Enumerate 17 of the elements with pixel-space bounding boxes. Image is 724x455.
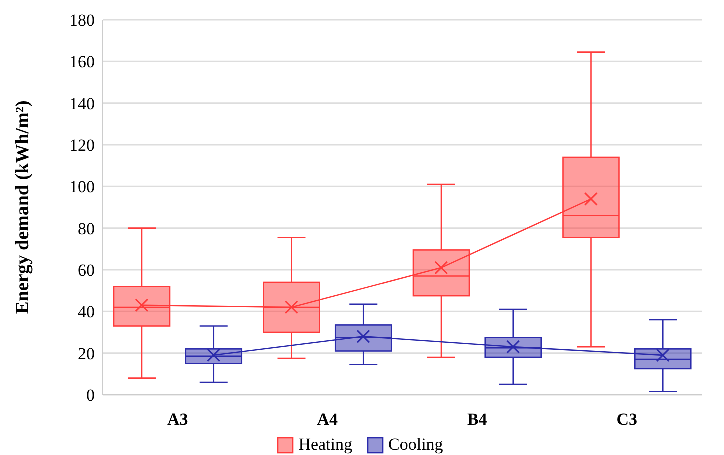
y-tick-label: 40 xyxy=(78,302,95,322)
legend-label: Cooling xyxy=(388,435,444,455)
legend-label: Heating xyxy=(298,435,353,455)
y-axis-title: Energy demand (kWh/m²) xyxy=(12,100,34,314)
y-tick-label: 100 xyxy=(70,178,95,197)
y-tick-label: 0 xyxy=(86,386,95,406)
y-tick-label: 20 xyxy=(78,344,95,364)
x-tick-label: A3 xyxy=(167,410,188,430)
x-tick-label: A4 xyxy=(317,410,339,430)
y-tick-label: 160 xyxy=(70,52,95,72)
x-tick-label: B4 xyxy=(467,410,488,430)
y-tick-label: 140 xyxy=(70,94,95,114)
y-tick-label: 180 xyxy=(70,11,95,30)
y-tick-label: 80 xyxy=(78,219,95,238)
y-tick-label: 120 xyxy=(70,136,95,156)
y-tick-label: 60 xyxy=(78,261,95,280)
x-tick-label: C3 xyxy=(616,410,638,430)
